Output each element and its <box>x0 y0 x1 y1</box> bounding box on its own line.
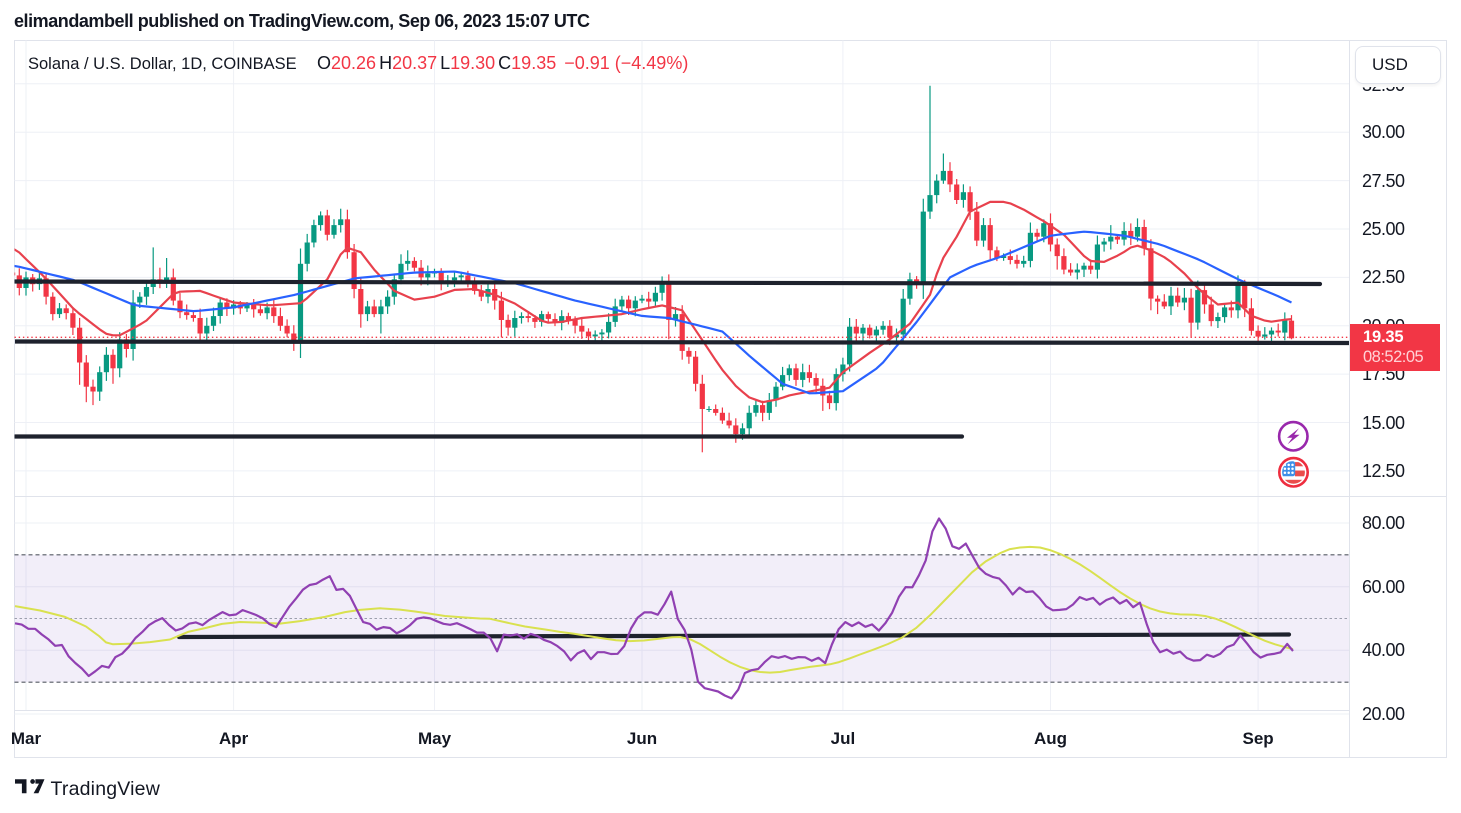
svg-text:TradingView: TradingView <box>51 778 161 800</box>
